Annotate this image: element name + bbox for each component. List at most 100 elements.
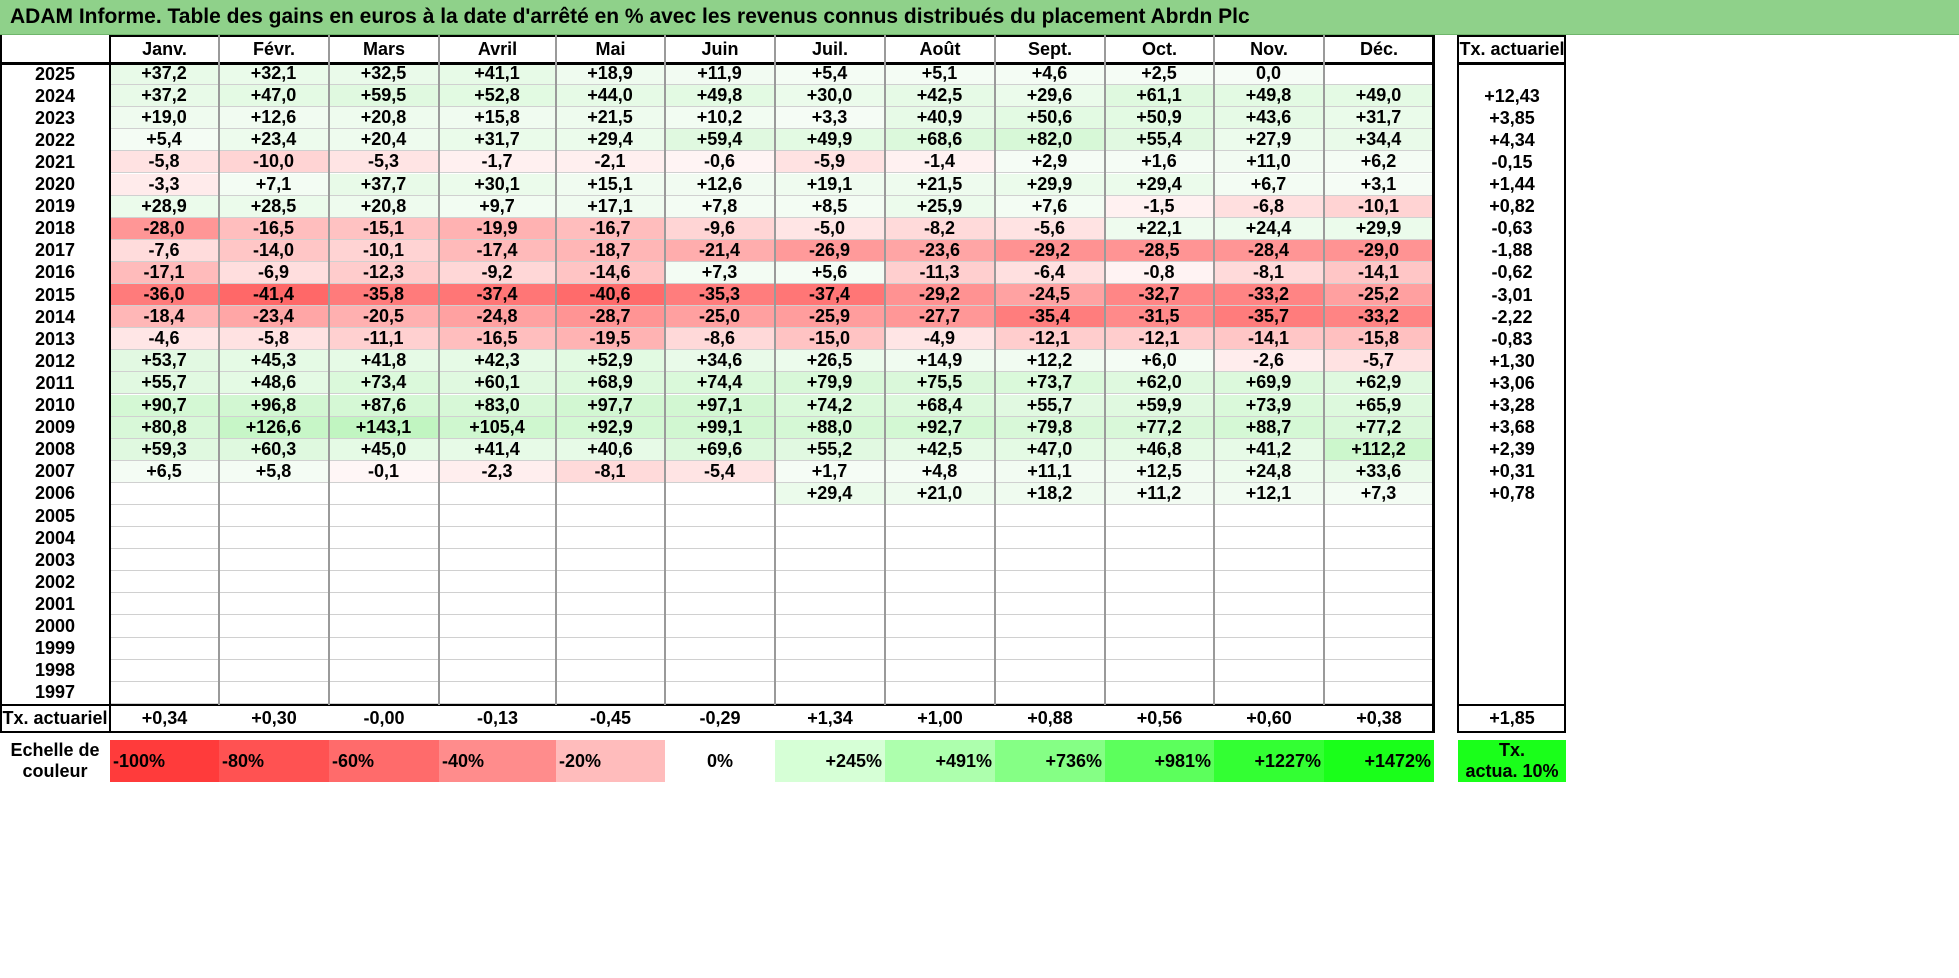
table-cell: +52,9 (556, 350, 665, 373)
table-cell: +2,5 (1105, 63, 1214, 86)
year-label: 2005 (34, 505, 76, 526)
table-cell (1214, 527, 1324, 550)
row-tx-actuariel: -2,22 (1491, 306, 1533, 327)
table-cell: -29,2 (995, 239, 1105, 262)
table-cell: -4,6 (110, 328, 219, 351)
table-cell (995, 681, 1105, 704)
table-cell: -17,4 (439, 239, 556, 262)
table-cell: +69,6 (665, 438, 775, 461)
table-cell: +37,2 (110, 85, 219, 108)
table-cell (556, 637, 665, 660)
row-tx-actuariel: +0,78 (1489, 483, 1535, 504)
table-cell: -23,4 (219, 306, 329, 329)
table-cell: -26,9 (775, 239, 885, 262)
table-cell: +28,5 (219, 195, 329, 218)
table-cell (329, 505, 439, 528)
row-tx-actuariel: -3,01 (1491, 284, 1533, 305)
year-label: 2007 (34, 461, 76, 482)
table-cell (1105, 505, 1214, 528)
table-cell (665, 637, 775, 660)
left-border (0, 35, 2, 733)
table-cell: -25,0 (665, 306, 775, 329)
column-divider (664, 35, 666, 705)
year-label: 2012 (34, 350, 76, 371)
table-cell: -5,3 (329, 151, 439, 174)
column-divider (218, 35, 220, 705)
table-cell: +69,9 (1214, 372, 1324, 395)
column-divider (438, 35, 440, 705)
table-cell: +15,1 (556, 173, 665, 196)
table-cell: +14,9 (885, 350, 995, 373)
tx-footer-bottom-border (1458, 731, 1566, 733)
table-cell: +59,4 (665, 129, 775, 152)
table-cell (665, 615, 775, 638)
table-cell: +3,1 (1324, 173, 1434, 196)
tx-top-border (1458, 35, 1566, 37)
column-divider (994, 35, 996, 705)
year-label: 2024 (34, 85, 76, 106)
table-cell: +97,1 (665, 394, 775, 417)
table-cell (329, 571, 439, 594)
table-cell: -6,8 (1214, 195, 1324, 218)
table-cell: +5,6 (775, 261, 885, 284)
month-header: Août (919, 38, 961, 59)
table-cell: +29,4 (775, 482, 885, 505)
legend-tx-line: Tx. (1498, 740, 1525, 760)
table-cell (556, 593, 665, 616)
right-border (1432, 35, 1435, 733)
table-cell: +11,2 (1105, 482, 1214, 505)
legend-swatch: -80% (219, 740, 329, 782)
table-cell: -2,3 (439, 460, 556, 483)
row-tx-actuariel: +3,06 (1489, 372, 1535, 393)
table-cell: -28,4 (1214, 239, 1324, 262)
table-cell (110, 681, 219, 704)
table-cell: -25,9 (775, 306, 885, 329)
tx-footer-top-border (1458, 704, 1566, 706)
table-cell: +30,0 (775, 85, 885, 108)
table-cell (1324, 571, 1434, 594)
month-header: Nov. (1250, 38, 1288, 59)
year-label: 2001 (34, 593, 76, 614)
table-cell (665, 571, 775, 594)
table-cell: +28,9 (110, 195, 219, 218)
footer-cell: +0,38 (1356, 707, 1402, 728)
table-cell: -2,6 (1214, 350, 1324, 373)
table-cell: +60,1 (439, 372, 556, 395)
table-cell: +45,3 (219, 350, 329, 373)
month-header: Mai (595, 38, 626, 59)
table-cell (885, 505, 995, 528)
table-cell (219, 482, 329, 505)
table-cell: +92,9 (556, 416, 665, 439)
table-cell (885, 681, 995, 704)
table-cell (995, 593, 1105, 616)
table-cell: -28,5 (1105, 239, 1214, 262)
table-cell (665, 681, 775, 704)
row-tx-actuariel (1458, 549, 1566, 571)
table-cell: +40,9 (885, 107, 995, 130)
table-cell (1105, 571, 1214, 594)
month-header: Mars (362, 38, 406, 59)
table-cell: +59,3 (110, 438, 219, 461)
row-tx-actuariel: +3,68 (1489, 417, 1535, 438)
table-cell (329, 615, 439, 638)
table-cell: +74,2 (775, 394, 885, 417)
table-cell: -7,6 (110, 239, 219, 262)
table-cell: -12,1 (995, 328, 1105, 351)
year-label: 2003 (34, 549, 76, 570)
table-cell: +44,0 (556, 85, 665, 108)
table-cell: +62,0 (1105, 372, 1214, 395)
table-cell (329, 527, 439, 550)
table-cell: -35,7 (1214, 306, 1324, 329)
table-cell: +52,8 (439, 85, 556, 108)
table-cell (329, 681, 439, 704)
table-cell: +11,1 (995, 460, 1105, 483)
year-label: 2002 (34, 571, 76, 592)
legend-swatch: +491% (885, 740, 995, 782)
table-cell: +7,1 (219, 173, 329, 196)
table-cell: +20,8 (329, 195, 439, 218)
table-cell: -33,2 (1214, 284, 1324, 307)
column-divider (1323, 35, 1325, 705)
table-cell (439, 659, 556, 682)
table-cell: +24,8 (1214, 460, 1324, 483)
year-label: 2014 (34, 306, 76, 327)
